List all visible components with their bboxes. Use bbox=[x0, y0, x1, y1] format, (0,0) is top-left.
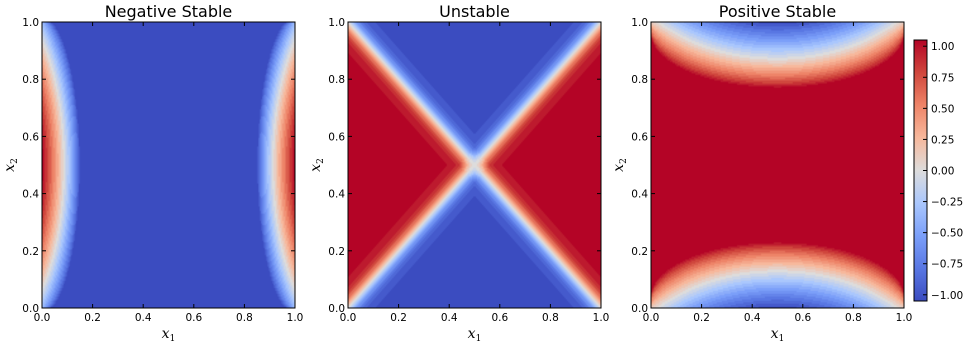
panel-negative-stable: Negative Stable 0.0 0.2 0.4 0.6 0.8 1.0 0.0 0.2 0… bbox=[2, 2, 303, 344]
x-tick-label: 1.0 bbox=[593, 312, 610, 324]
x-tick-label: 0.4 bbox=[135, 312, 152, 324]
y-tick-label: 0.8 bbox=[631, 74, 648, 86]
y-tick-label: 1.0 bbox=[22, 17, 39, 29]
panel-title: Positive Stable bbox=[719, 2, 836, 21]
y-tick-label: 0.6 bbox=[328, 131, 345, 143]
panels: Negative Stable 0.0 0.2 0.4 0.6 0.8 1.0 0.0 0.2 0… bbox=[2, 2, 912, 344]
x-axis-label: x1 bbox=[468, 326, 482, 344]
y-tick-label: 0.0 bbox=[22, 303, 39, 315]
y-tick-label: 0.6 bbox=[631, 131, 648, 143]
y-tick-label: 1.0 bbox=[631, 17, 648, 29]
x-tick-label: 0.8 bbox=[236, 312, 253, 324]
colorbar-ticks: 1.00 0.75 0.50 0.25 0.00 −0.25 −0.50 −0.75 −1.00 bbox=[923, 41, 963, 302]
y-axis-label: x2 bbox=[611, 158, 629, 172]
x-tick-label: 0.6 bbox=[794, 312, 811, 324]
y-tick-label: 0.4 bbox=[631, 189, 648, 201]
y-tick-label: 0.0 bbox=[631, 303, 648, 315]
colorbar-tick-label: 0.00 bbox=[931, 166, 954, 178]
y-tick-label: 1.0 bbox=[328, 17, 345, 29]
x-tick-label: 0.8 bbox=[845, 312, 862, 324]
x-tick-label: 0.2 bbox=[693, 312, 710, 324]
x-axis-label: x1 bbox=[771, 326, 785, 344]
y-tick-label: 0.2 bbox=[631, 246, 648, 258]
x-tick-label: 0.0 bbox=[643, 312, 660, 324]
colorbar-tick-label: −0.25 bbox=[931, 197, 963, 209]
y-tick-label: 0.0 bbox=[328, 303, 345, 315]
x-tick-label: 0.8 bbox=[542, 312, 559, 324]
panel-title: Negative Stable bbox=[105, 2, 233, 21]
x-tick-label: 1.0 bbox=[896, 312, 913, 324]
y-tick-label: 0.4 bbox=[328, 189, 345, 201]
x-axis-label: x1 bbox=[162, 326, 176, 344]
y-tick-label: 0.2 bbox=[22, 246, 39, 258]
colorbar-tick-label: 0.50 bbox=[931, 103, 954, 115]
y-tick-label: 0.8 bbox=[328, 74, 345, 86]
y-axis-label: x2 bbox=[2, 158, 20, 172]
x-tick-label: 0.4 bbox=[441, 312, 458, 324]
colorbar-tick-label: 0.75 bbox=[931, 72, 954, 84]
y-tick-label: 0.2 bbox=[328, 246, 345, 258]
colorbar-tick-label: −0.50 bbox=[931, 228, 963, 240]
x-tick-label: 0.2 bbox=[84, 312, 101, 324]
heatmap-positive-stable bbox=[651, 22, 904, 308]
y-tick-label: 0.6 bbox=[22, 131, 39, 143]
x-tick-label: 1.0 bbox=[287, 312, 304, 324]
colorbar-tick-label: 1.00 bbox=[931, 41, 954, 53]
panel-title: Unstable bbox=[439, 2, 510, 21]
x-tick-label: 0.4 bbox=[744, 312, 761, 324]
y-tick-label: 0.4 bbox=[22, 189, 39, 201]
colorbar-gradient bbox=[914, 40, 927, 301]
x-tick-label: 0.2 bbox=[390, 312, 407, 324]
x-tick-label: 0.6 bbox=[185, 312, 202, 324]
y-axis-label: x2 bbox=[308, 158, 326, 172]
heatmap-unstable bbox=[348, 22, 601, 308]
plot-frame bbox=[347, 21, 602, 309]
panel-unstable: Unstable 0.0 0.2 0.4 0.6 0.8 1.0 0.0 0.2 0.4 0.6 0.… bbox=[308, 2, 609, 344]
x-tick-label: 0.0 bbox=[340, 312, 357, 324]
colorbar: 1.00 0.75 0.50 0.25 0.00 −0.25 −0.50 −0.75 −1.00 bbox=[913, 39, 963, 302]
y-tick-label: 0.8 bbox=[22, 74, 39, 86]
x-tick-label: 0.0 bbox=[34, 312, 51, 324]
colorbar-tick-label: −1.00 bbox=[931, 290, 963, 302]
colorbar-tick-label: 0.25 bbox=[931, 134, 954, 146]
panel-positive-stable: Positive Stable 0.0 0.2 0.4 0.6 0.8 1.0 0.0 0.2 0… bbox=[611, 2, 912, 344]
heatmap-negative-stable bbox=[42, 22, 295, 308]
colorbar-tick-label: −0.75 bbox=[931, 259, 963, 271]
x-tick-label: 0.6 bbox=[491, 312, 508, 324]
plot-frame bbox=[41, 21, 296, 309]
plot-frame bbox=[650, 21, 905, 309]
